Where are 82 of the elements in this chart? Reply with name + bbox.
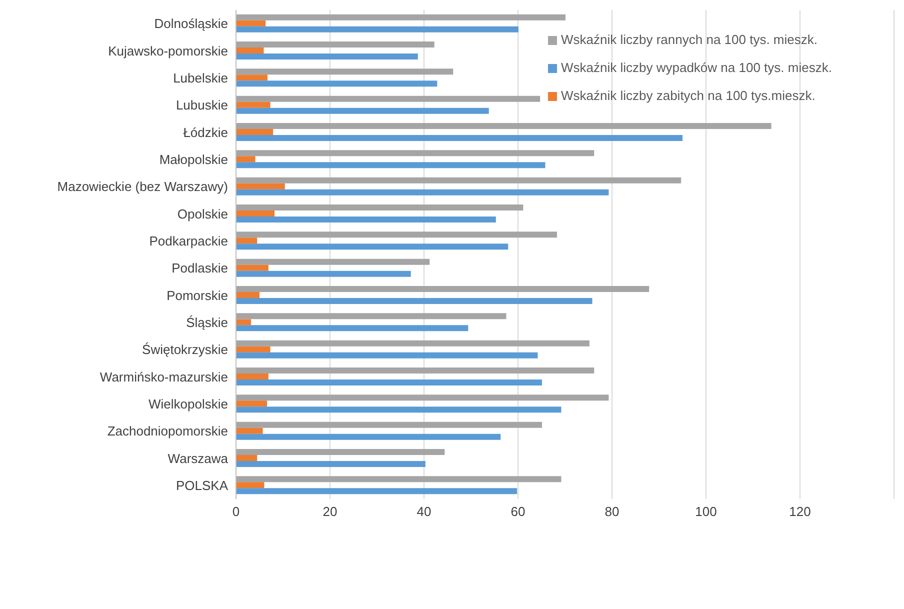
y-tick-label: Śląskie — [186, 315, 228, 330]
y-tick-label: Lubuskie — [176, 98, 228, 113]
bar — [236, 244, 508, 250]
bar — [236, 20, 266, 26]
bar — [236, 264, 268, 271]
y-tick-label: Łódzkie — [183, 124, 228, 140]
y-tick-label: Małopolskie — [159, 152, 228, 168]
bar — [236, 129, 274, 136]
bar — [236, 374, 268, 380]
bar — [236, 461, 426, 468]
bar — [236, 26, 518, 32]
bar — [236, 325, 468, 332]
bar — [236, 177, 682, 184]
bar — [236, 298, 592, 304]
bar — [236, 428, 263, 434]
y-tick-label: Wielkopolskie — [148, 396, 228, 412]
y-tick-label: Opolskie — [177, 206, 228, 222]
bar — [236, 48, 264, 54]
bar — [236, 476, 562, 482]
bar — [236, 150, 594, 156]
bar — [236, 482, 264, 488]
legend-label: Wskaźnik liczby wypadków na 100 tys. mieszk. — [561, 60, 832, 75]
bar — [236, 352, 538, 358]
bar — [236, 108, 489, 114]
bar — [236, 156, 256, 162]
y-tick-label: Zachodniopomorskie — [107, 424, 228, 439]
bar — [236, 488, 518, 494]
bar — [236, 286, 650, 292]
bar — [236, 135, 682, 142]
bar — [236, 422, 542, 428]
bar — [236, 455, 258, 462]
x-tick-label: 40 — [416, 504, 432, 520]
bar — [236, 14, 566, 20]
y-tick-label: Kujawsko-pomorskie — [108, 43, 228, 58]
y-tick-label: Lubelskie — [173, 70, 228, 86]
bar — [236, 313, 506, 320]
y-tick-label: POLSKA — [176, 478, 228, 494]
bar — [236, 270, 411, 277]
legend-label: Wskaźnik liczby rannych na 100 tys. mieszk. — [561, 32, 818, 47]
bar — [236, 74, 268, 81]
x-tick-label: 80 — [604, 504, 620, 520]
bar — [236, 204, 524, 211]
bar — [236, 80, 438, 87]
x-tick-label: 120 — [789, 504, 811, 520]
bar — [236, 183, 285, 190]
bar — [236, 68, 454, 75]
bar — [236, 368, 594, 374]
x-tick-label: 0 — [232, 504, 240, 520]
y-tick-label: Warszawa — [168, 450, 229, 466]
x-tick-label: 100 — [695, 504, 717, 520]
x-tick-label: 20 — [322, 504, 338, 520]
bar — [236, 232, 558, 238]
bar — [236, 449, 445, 456]
x-tick-label: 60 — [510, 504, 526, 520]
bar — [236, 406, 562, 413]
bar — [236, 319, 252, 326]
y-tick-label: Mazowieckie (bez Warszawy) — [57, 179, 228, 194]
bar — [236, 210, 275, 217]
y-tick-label: Podlaskie — [172, 260, 228, 276]
bar — [236, 54, 418, 60]
y-tick-label: Warmińsko-mazurskie — [100, 369, 228, 384]
bar — [236, 400, 268, 407]
bar — [236, 394, 609, 401]
y-tick-label: Dolnośląskie — [154, 16, 228, 32]
bar — [236, 102, 270, 108]
bar — [236, 434, 501, 440]
y-tick-label: Podkarpackie — [149, 234, 228, 249]
bar — [236, 292, 260, 298]
bar — [236, 189, 609, 196]
bar — [236, 380, 542, 386]
bar — [236, 238, 258, 244]
bar — [236, 340, 590, 346]
bar — [236, 42, 434, 48]
y-tick-label: Świętokrzyskie — [142, 342, 228, 358]
bar — [236, 162, 546, 168]
bar — [236, 216, 496, 223]
bar — [236, 258, 430, 265]
bar — [236, 96, 540, 102]
y-tick-label: Pomorskie — [166, 288, 228, 303]
legend-label: Wskaźnik liczby zabitych na 100 tys.mieszk. — [561, 88, 816, 103]
bar — [236, 123, 772, 130]
bar — [236, 346, 270, 352]
